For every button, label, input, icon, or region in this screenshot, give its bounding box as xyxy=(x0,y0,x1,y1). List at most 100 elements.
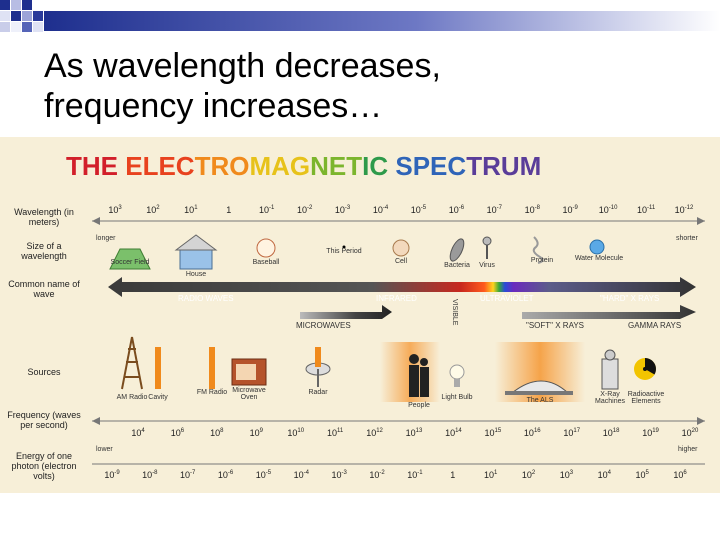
source-label: People xyxy=(408,402,430,409)
title-line-1: As wavelength decreases, xyxy=(44,47,441,85)
frequency-tick: 108 xyxy=(210,428,224,438)
protein-icon xyxy=(532,236,544,264)
size-label: Protein xyxy=(530,257,554,264)
wave-gamma: GAMMA RAYS xyxy=(628,321,682,330)
heading-part: ELEC xyxy=(125,151,195,181)
cell-icon xyxy=(392,239,410,257)
xray-gamma-arrow xyxy=(522,305,696,319)
source-label: Microwave Oven xyxy=(232,387,266,401)
wavelength-tick: 101 xyxy=(184,205,198,215)
size-label: Baseball xyxy=(252,259,280,266)
energy-tick: 1 xyxy=(450,470,456,480)
frequency-tick: 1015 xyxy=(484,428,502,438)
corner-decoration xyxy=(0,0,720,32)
wavelength-tick: 10-12 xyxy=(674,205,694,215)
size-label: Soccer Field xyxy=(110,259,150,266)
higher-label: higher xyxy=(678,446,698,453)
wavelength-tick: 103 xyxy=(108,205,122,215)
source-label: Light Bulb xyxy=(441,394,473,401)
frequency-tick: 1018 xyxy=(602,428,620,438)
house-icon xyxy=(174,234,218,270)
size-label: Cell xyxy=(394,258,408,265)
source-label: X-Ray Machines xyxy=(595,391,625,405)
heading-part: THE xyxy=(66,151,126,181)
size-label: Virus xyxy=(479,262,495,269)
wavelength-tick: 10-11 xyxy=(636,205,656,215)
source-label: Radar xyxy=(308,389,328,396)
heading-part: IC xyxy=(362,151,396,181)
people-icon xyxy=(409,354,429,397)
energy-tick: 10-6 xyxy=(217,470,234,480)
energy-tick: 10-3 xyxy=(331,470,347,480)
slide-title: As wavelength decreases, frequency incre… xyxy=(44,46,441,126)
spectrum-heading: THE ELECTROMAGNETIC SPECTRUM xyxy=(66,151,541,182)
radar-icon xyxy=(305,347,331,387)
microwave-oven-icon xyxy=(231,358,267,386)
row-label-wavelength: Wavelength (in meters) xyxy=(14,207,74,227)
wavelength-tick: 10-6 xyxy=(448,205,465,215)
energy-tick: 103 xyxy=(559,470,574,480)
heading-part: TRO xyxy=(194,151,250,181)
wavelength-tick: 10-10 xyxy=(598,205,618,215)
wave-radio: RADIO WAVES xyxy=(178,294,234,303)
wavelength-tick: 10-8 xyxy=(524,205,540,215)
wavelength-tick: 10-3 xyxy=(334,205,351,215)
lower-label: lower xyxy=(96,446,113,453)
frequency-tick: 1012 xyxy=(366,428,383,438)
spectrum-graphics xyxy=(92,217,705,465)
heading-part: MAG xyxy=(249,151,311,181)
energy-tick: 10-5 xyxy=(255,470,272,480)
wavelength-tick: 102 xyxy=(146,205,160,215)
frequency-tick: 1010 xyxy=(287,428,305,438)
fm-radio-icon xyxy=(209,347,215,389)
source-label: Radioactive Elements xyxy=(627,391,665,405)
row-label-frequency: Frequency (waves per second) xyxy=(7,410,81,430)
energy-tick: 106 xyxy=(673,470,687,480)
longer-label: longer xyxy=(96,235,116,242)
wave-visible: VISIBLE xyxy=(451,299,458,326)
wavelength-tick: 10-9 xyxy=(562,205,578,215)
cavity-icon xyxy=(155,347,161,389)
source-label: Cavity xyxy=(148,394,168,401)
wave-soft-xrays: "SOFT" X RAYS xyxy=(526,321,584,330)
energy-tick: 10-4 xyxy=(293,470,309,480)
wavelength-tick: 10-5 xyxy=(410,205,427,215)
bacteria-icon xyxy=(449,238,465,262)
frequency-tick: 109 xyxy=(249,428,263,438)
xray-machine-icon xyxy=(601,349,619,390)
wavelength-tick: 10-1 xyxy=(259,205,275,215)
energy-tick: 102 xyxy=(521,470,536,480)
size-label: Water Molecule xyxy=(574,255,624,262)
title-line-2: frequency increases… xyxy=(44,87,383,125)
als-building-icon xyxy=(505,380,573,395)
energy-tick: 105 xyxy=(635,470,649,480)
wave-hard-xrays: "HARD" X RAYS xyxy=(600,294,660,303)
source-label: FM Radio xyxy=(196,389,228,396)
energy-tick: 104 xyxy=(597,470,611,480)
source-label: The ALS xyxy=(526,397,554,404)
size-label: Bacteria xyxy=(444,262,470,269)
energy-tick: 10-8 xyxy=(142,470,158,480)
baseball-icon xyxy=(256,238,276,258)
heading-part: SPEC xyxy=(395,151,467,181)
wavelength-tick: 1 xyxy=(226,205,232,215)
row-label-energy: Energy of one photon (electron volts) xyxy=(11,451,77,481)
energy-tick: 10-2 xyxy=(369,470,385,480)
water-molecule-icon xyxy=(589,239,605,255)
size-label: House xyxy=(185,271,207,278)
period-icon xyxy=(342,245,346,249)
frequency-tick: 1019 xyxy=(642,428,659,438)
size-label: This Period xyxy=(326,248,362,255)
radioactive-icon xyxy=(634,358,656,380)
shorter-label: shorter xyxy=(676,235,698,242)
soccer-field-icon xyxy=(109,248,151,270)
wavelength-tick: 10-2 xyxy=(296,205,313,215)
frequency-tick: 1020 xyxy=(681,428,699,438)
wave-microwaves: MICROWAVES xyxy=(296,321,351,330)
wave-infrared: INFRARED xyxy=(376,294,417,303)
energy-tick: 10-1 xyxy=(407,470,423,480)
source-label: AM Radio xyxy=(116,394,148,401)
radio-infrared-uv-arrow xyxy=(108,277,696,297)
frequency-tick: 1011 xyxy=(327,428,344,438)
microwave-arrow xyxy=(300,305,392,319)
